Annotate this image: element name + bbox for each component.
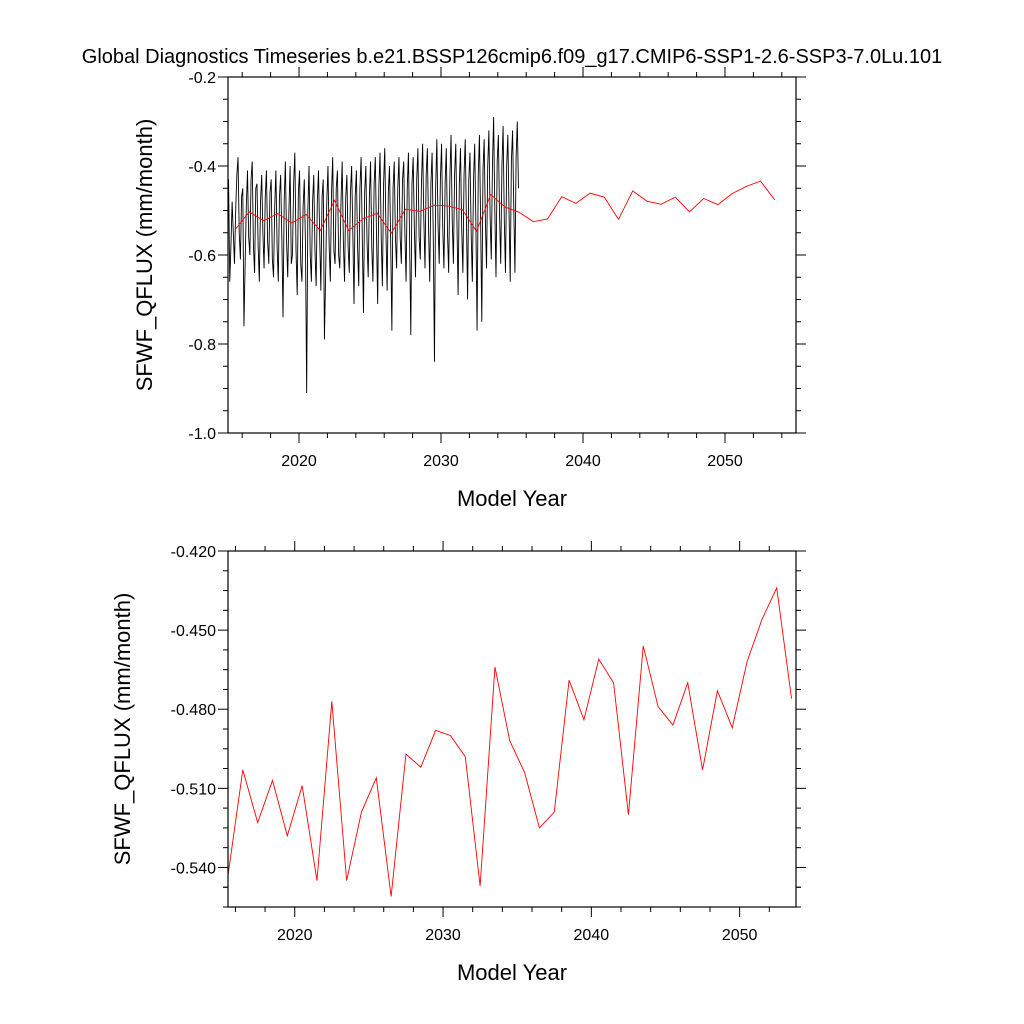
monthly-line-0 xyxy=(228,117,519,393)
x-axis-label: Model Year xyxy=(457,486,567,511)
annual-mean-line-0 xyxy=(234,180,776,235)
x-tick-label: 2030 xyxy=(425,927,461,944)
y-tick-label: -0.8 xyxy=(188,337,216,354)
x-tick-label: 2020 xyxy=(277,927,313,944)
annual-mean-line-1 xyxy=(228,586,792,897)
y-tick-label: -0.420 xyxy=(171,544,216,561)
y-tick-label: -0.4 xyxy=(188,159,216,176)
panel-top-monthly-timeseries: 2020 2030 2040 2050 -1.0 -0.8 -0.6 -0.4 -0.2 Mode… xyxy=(132,67,806,511)
x-tick-label: 2050 xyxy=(722,927,758,944)
y-tick-label: -0.6 xyxy=(188,248,216,265)
x-tick-label: 2020 xyxy=(281,453,317,470)
y-tick-label: -0.450 xyxy=(171,623,216,640)
x-tick-label: 2030 xyxy=(423,453,459,470)
y-axis-label: SFWF_QFLUX (mm/month) xyxy=(110,593,135,866)
x-axis-label: Model Year xyxy=(457,960,567,985)
x-tick-label: 2050 xyxy=(707,453,743,470)
panel-bottom-annual-timeseries: 2020 2030 2040 2050 -0.540 -0.510 -0.480 -0.450… xyxy=(110,541,806,985)
chart-title: Global Diagnostics Timeseries b.e21.BSSP… xyxy=(82,46,942,68)
plot-frame xyxy=(227,76,797,434)
y-tick-label: -0.510 xyxy=(171,781,216,798)
y-tick-label: -0.540 xyxy=(171,860,216,877)
y-tick-label: -0.480 xyxy=(171,702,216,719)
y-axis-label: SFWF_QFLUX (mm/month) xyxy=(132,119,157,392)
y-tick-label: -1.0 xyxy=(188,426,216,443)
y-tick-label: -0.2 xyxy=(188,70,216,87)
x-tick-label: 2040 xyxy=(574,927,610,944)
x-tick-label: 2040 xyxy=(565,453,601,470)
